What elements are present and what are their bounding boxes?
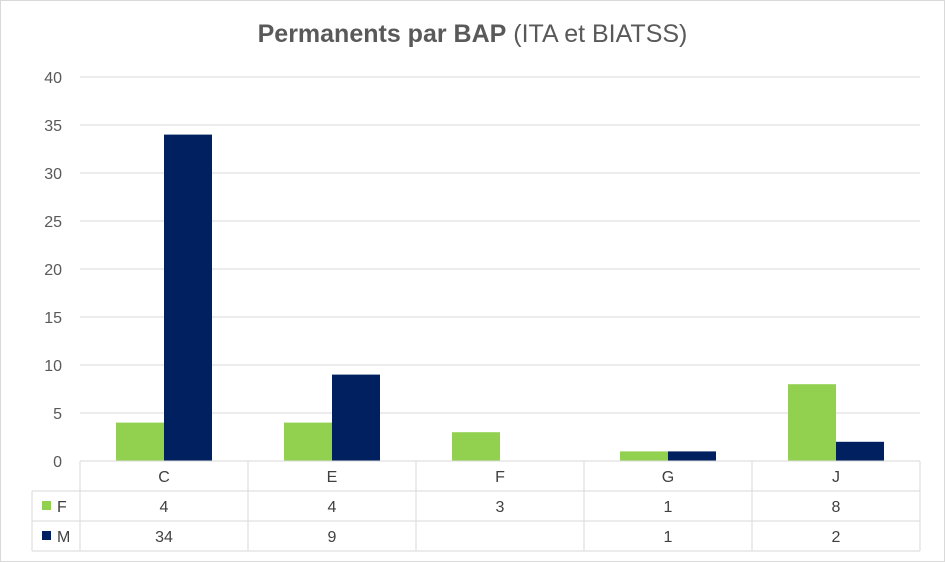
chart-title-sub: (ITA et BIATSS) — [513, 20, 688, 48]
bar-f-f — [452, 432, 500, 461]
bar-m-j — [836, 441, 884, 461]
table-value: 8 — [832, 499, 841, 516]
y-tick-label: 20 — [44, 262, 62, 279]
legend-key-f — [42, 501, 51, 510]
bars — [116, 134, 884, 461]
table-value: 4 — [328, 499, 337, 516]
table-value: 34 — [155, 529, 173, 546]
y-tick-label: 30 — [44, 166, 62, 183]
category-label: E — [327, 469, 338, 486]
table-value: 2 — [832, 529, 841, 546]
y-tick-label: 15 — [44, 310, 62, 327]
bar-m-c — [164, 134, 212, 461]
bar-f-g — [620, 451, 668, 461]
category-label: G — [662, 469, 674, 486]
category-label: C — [158, 469, 170, 486]
table-value: 3 — [496, 499, 505, 516]
gridlines — [80, 76, 920, 414]
legend-label-m: M — [57, 529, 70, 546]
y-tick-label: 40 — [44, 70, 62, 87]
bar-f-c — [116, 422, 164, 461]
legend-key-m — [42, 531, 51, 540]
y-tick-label: 25 — [44, 214, 62, 231]
y-tick-label: 5 — [53, 406, 62, 423]
bar-f-j — [788, 384, 836, 461]
table-value: 1 — [664, 499, 673, 516]
y-axis-ticks: 0 5 10 15 20 25 30 35 40 — [44, 70, 62, 471]
bar-f-e — [284, 422, 332, 461]
category-label: F — [495, 469, 505, 486]
data-table: C E F G J F 4 4 3 1 8 M 34 9 1 2 — [31, 460, 921, 552]
chart-title-main: Permanents par BAP — [257, 20, 507, 48]
legend-label-f: F — [57, 499, 67, 516]
table-value: 4 — [160, 499, 169, 516]
bar-m-g — [668, 451, 716, 461]
table-value: 9 — [328, 529, 337, 546]
chart-title: Permanents par BAP (ITA et BIATSS) — [0, 20, 945, 49]
y-tick-label: 35 — [44, 118, 62, 135]
bar-m-e — [332, 374, 380, 461]
category-label: J — [832, 469, 840, 486]
y-tick-label: 10 — [44, 358, 62, 375]
y-tick-label: 0 — [53, 454, 62, 471]
table-value: 1 — [664, 529, 673, 546]
